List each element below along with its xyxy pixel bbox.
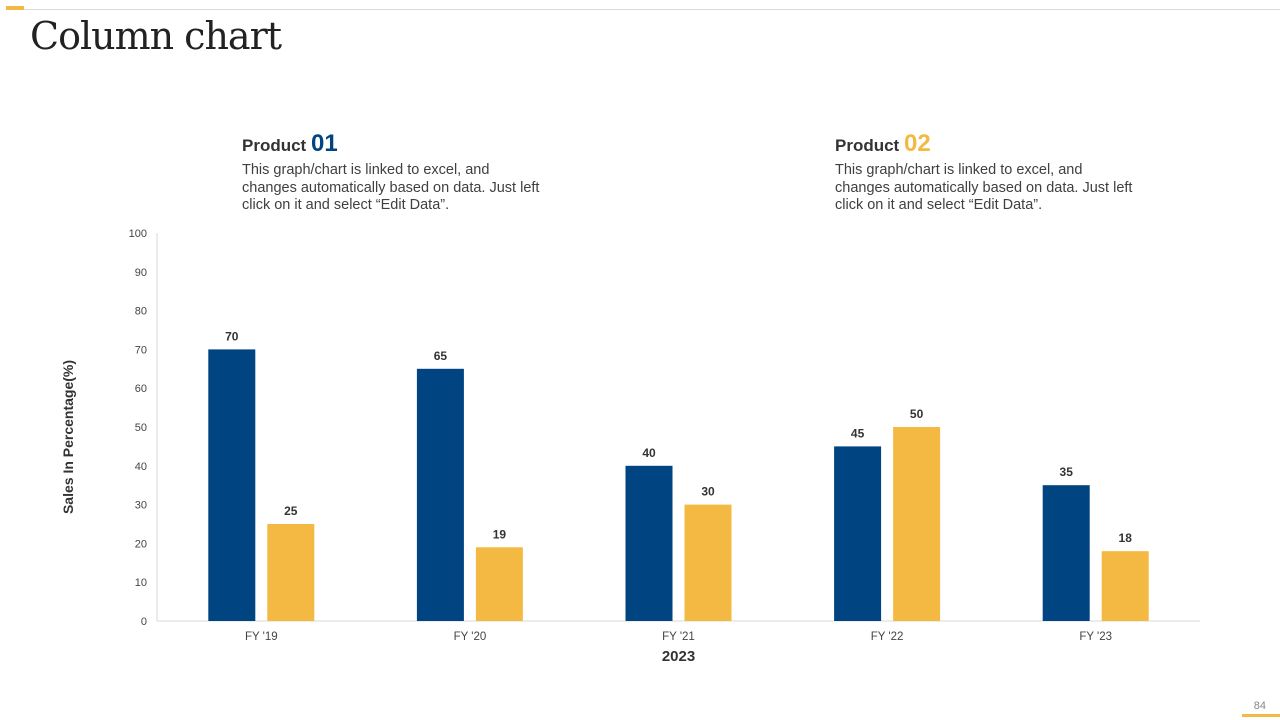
- legend-label: Product: [242, 136, 307, 155]
- bar[interactable]: [1042, 485, 1090, 621]
- data-label: 45: [851, 426, 865, 440]
- x-tick-label: FY '21: [662, 631, 695, 643]
- bar[interactable]: [416, 368, 464, 621]
- legend-label: Product: [835, 136, 900, 155]
- data-label: 30: [701, 485, 715, 499]
- y-tick-label: 20: [135, 538, 147, 550]
- bar[interactable]: [684, 504, 732, 621]
- page-number: 84: [1253, 700, 1266, 712]
- bar[interactable]: [834, 446, 882, 621]
- data-label: 35: [1060, 465, 1074, 479]
- bar[interactable]: [893, 427, 941, 621]
- y-tick-label: 70: [135, 344, 147, 356]
- legend-number: 02: [903, 130, 931, 157]
- bar[interactable]: [625, 465, 673, 621]
- bar[interactable]: [208, 349, 256, 621]
- x-tick-label: FY '22: [871, 631, 904, 643]
- x-axis-title: 2023: [662, 648, 695, 665]
- slide-title: Column chart: [30, 14, 282, 58]
- top-accent-bar: [6, 6, 24, 10]
- data-label: 19: [493, 527, 507, 541]
- bar[interactable]: [475, 547, 523, 621]
- data-label: 18: [1119, 531, 1133, 545]
- legend-product-01: Product 01 This graph/chart is linked to…: [242, 130, 542, 215]
- y-tick-label: 80: [135, 306, 147, 318]
- data-label: 70: [225, 329, 239, 343]
- bottom-accent-bar: [1242, 714, 1280, 717]
- top-rule: [24, 9, 1280, 10]
- y-tick-label: 10: [135, 577, 147, 589]
- data-label: 40: [642, 446, 656, 460]
- y-tick-label: 90: [135, 267, 147, 279]
- legend-heading: Product 02: [835, 130, 1135, 160]
- bar[interactable]: [1101, 551, 1149, 621]
- legend-description: This graph/chart is linked to excel, and…: [835, 162, 1133, 213]
- x-tick-label: FY '23: [1079, 631, 1112, 643]
- legend-heading: Product 01: [242, 130, 542, 160]
- bar[interactable]: [267, 524, 315, 621]
- y-tick-label: 0: [141, 616, 147, 628]
- y-tick-label: 60: [135, 383, 147, 395]
- x-tick-label: FY '19: [245, 631, 278, 643]
- legend-number: 01: [310, 130, 338, 157]
- y-tick-label: 30: [135, 500, 147, 512]
- x-tick-label: FY '20: [454, 631, 487, 643]
- data-label: 25: [284, 504, 298, 518]
- y-tick-label: 50: [135, 422, 147, 434]
- legend-description: This graph/chart is linked to excel, and…: [242, 162, 540, 213]
- y-tick-label: 100: [129, 228, 147, 240]
- data-label: 65: [434, 349, 448, 363]
- y-axis-title: Sales In Percentage(%): [60, 360, 76, 514]
- data-label: 50: [910, 407, 924, 421]
- y-tick-label: 40: [135, 461, 147, 473]
- legend-product-02: Product 02 This graph/chart is linked to…: [835, 130, 1135, 215]
